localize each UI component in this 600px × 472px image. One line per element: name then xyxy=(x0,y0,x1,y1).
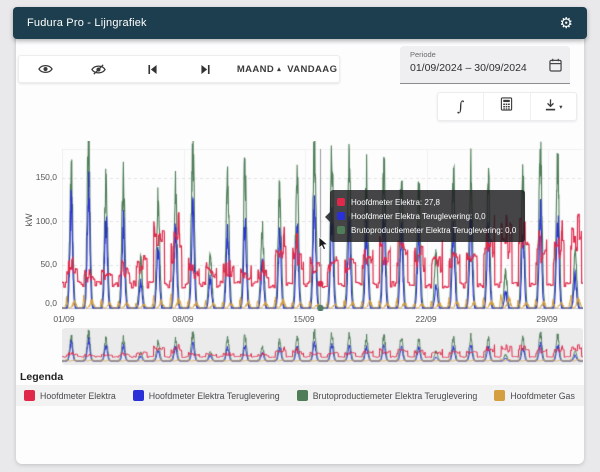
eye-off-icon xyxy=(91,63,107,76)
x-tick-2909: 29/09 xyxy=(536,314,558,324)
series-color-swatch xyxy=(337,226,345,234)
hide-all-series-button[interactable] xyxy=(72,56,125,82)
y-tick-0: 0,0 xyxy=(45,298,57,308)
settings-gear-icon[interactable]: ⚙ xyxy=(559,14,573,32)
legend-title: Legenda xyxy=(20,371,64,383)
x-tick-0809: 08/09 xyxy=(172,314,194,324)
legend-label: Hoofdmeter Elektra xyxy=(40,390,116,401)
download-icon xyxy=(544,98,557,116)
calculator-icon xyxy=(500,97,513,116)
integral-icon: ∫ xyxy=(457,98,465,115)
series-color-swatch xyxy=(337,212,345,220)
skip-previous-icon xyxy=(146,63,159,76)
legend-label: Hoofdmeter Gas xyxy=(510,390,575,401)
x-tick-0109: 01/09 xyxy=(53,314,75,324)
show-all-series-button[interactable] xyxy=(19,56,72,82)
tooltip-text: Hoofdmeter Elektra: 27,8 xyxy=(351,197,440,207)
legend-item-brutoproductiemeter[interactable]: Brutoproductiemeter Elektra Terugleverin… xyxy=(296,390,478,401)
mouse-cursor xyxy=(318,236,329,256)
tooltip-text: Brutoproductiemeter Elektra Terugleverin… xyxy=(351,225,517,235)
legend-label: Brutoproductiemeter Elektra Terugleverin… xyxy=(312,390,478,401)
legend-item-hoofdmeter-elektra-teruglevering[interactable]: Hoofdmeter Elektra Teruglevering xyxy=(132,390,280,401)
vandaag-label: VANDAAG xyxy=(287,63,338,75)
interval-maand-dropdown[interactable]: MAAND ▴ xyxy=(232,56,285,82)
y-tick-50: 50,0 xyxy=(40,259,57,269)
page-title: Fudura Pro - Lijngrafiek xyxy=(27,17,147,29)
chart-toolbar: MAAND ▴ VANDAAG xyxy=(18,55,340,83)
x-tick-1509: 15/09 xyxy=(293,314,315,324)
period-value: 01/09/2024 – 30/09/2024 xyxy=(410,62,527,74)
vandaag-button[interactable]: VANDAAG xyxy=(286,56,339,82)
period-label: Periode xyxy=(410,50,436,59)
legend-swatch xyxy=(132,390,144,401)
y-tick-150: 150,0 xyxy=(35,172,57,182)
download-menu-button[interactable]: ▾ xyxy=(531,93,576,120)
calendar-icon[interactable] xyxy=(549,58,562,77)
overview-brush-canvas[interactable] xyxy=(62,328,583,365)
maand-label: MAAND xyxy=(236,63,275,75)
period-field[interactable]: Periode 01/09/2024 – 30/09/2024 xyxy=(400,46,570,84)
legend-swatch xyxy=(494,390,506,401)
eye-icon xyxy=(38,63,53,75)
legend-item-hoofdmeter-elektra[interactable]: Hoofdmeter Elektra xyxy=(24,390,116,401)
skip-next-icon xyxy=(199,63,212,76)
series-color-swatch xyxy=(337,198,345,206)
tooltip-row: Hoofdmeter Elektra Teruglevering: 0,0 xyxy=(337,209,516,223)
download-caret-icon: ▾ xyxy=(559,103,563,111)
tooltip-row: Brutoproductiemeter Elektra Terugleverin… xyxy=(337,223,516,237)
integral-toggle-button[interactable]: ∫ xyxy=(438,93,485,120)
chart-actions: ∫ ▾ xyxy=(437,92,577,121)
legend-item-hoofdmeter-gas[interactable]: Hoofdmeter Gas xyxy=(494,390,575,401)
y-tick-100: 100,0 xyxy=(35,216,57,226)
legend-swatch xyxy=(24,390,35,401)
legend-label: Hoofdmeter Elektra Teruglevering xyxy=(148,390,280,401)
table-view-button[interactable] xyxy=(484,93,531,120)
tooltip-row: Hoofdmeter Elektra: 27,8 xyxy=(337,195,516,209)
x-tick-2209: 22/09 xyxy=(415,314,437,324)
legend-swatch xyxy=(296,390,308,401)
chart-tooltip: Hoofdmeter Elektra: 27,8 Hoofdmeter Elek… xyxy=(324,190,526,242)
tooltip-text: Hoofdmeter Elektra Teruglevering: 0,0 xyxy=(351,211,486,221)
next-period-button[interactable] xyxy=(179,56,232,82)
dropdown-caret-icon: ▴ xyxy=(277,66,282,73)
legend: Hoofdmeter Elektra Hoofdmeter Elektra Te… xyxy=(16,385,584,406)
previous-period-button[interactable] xyxy=(126,56,179,82)
app-bar: Fudura Pro - Lijngrafiek ⚙ xyxy=(13,7,587,39)
